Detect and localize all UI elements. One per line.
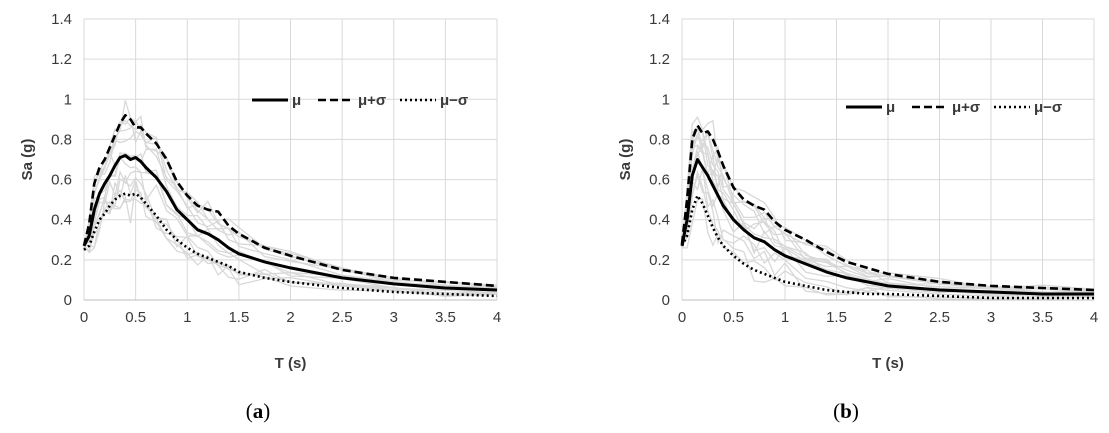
record-curve: [681, 115, 1095, 290]
x-tick-label: 3.5: [1032, 309, 1053, 326]
y-tick-label: 0: [64, 292, 72, 309]
x-tick-label: 3.5: [435, 309, 456, 326]
x-tick-label: 4: [1090, 309, 1098, 326]
y-tick-label: 1: [64, 91, 72, 108]
y-axis-label: Sa (g): [19, 139, 36, 181]
panel-caption-close: ): [852, 399, 859, 423]
x-tick-label: 1: [183, 309, 191, 326]
series-line: [82, 114, 498, 288]
y-tick-label: 0.4: [51, 212, 72, 229]
legend-label: μ−σ: [1034, 99, 1062, 116]
record-curve: [682, 198, 1095, 300]
record-curve: [681, 145, 1095, 296]
y-tick-label: 0.2: [51, 252, 72, 269]
record-curve: [83, 151, 498, 290]
legend-label: μ+σ: [358, 92, 386, 109]
x-tick-label: 2.5: [332, 309, 353, 326]
x-tick-label: 1: [781, 309, 789, 326]
x-tick-label: 2.5: [929, 309, 950, 326]
series-line: [83, 192, 498, 298]
series-line: [82, 154, 498, 292]
y-tick-label: 1.2: [649, 51, 670, 68]
chart-panel-a: 0 0.5 1 1.5 2 2.5 3 3.5 4 0 0.2 0.4 0.6 0.8 1 1.2 1.4 μ μ+…: [19, 11, 501, 423]
panel-caption-letter: a: [253, 399, 264, 423]
record-curve: [681, 173, 1095, 300]
x-tick-label: 3: [987, 309, 995, 326]
x-tick-label: 0: [80, 309, 88, 326]
y-tick-label: 0.8: [649, 131, 670, 148]
legend-label: μ−σ: [440, 92, 468, 109]
record-curve: [681, 169, 1095, 300]
y-tick-label: 0: [662, 292, 670, 309]
legend-label: μ: [886, 99, 895, 116]
chart-panel-b: 0 0.5 1 1.5 2 2.5 3 3.5 4 0 0.2 0.4 0.6 0.8 1 1.2 1.4 μ μ+…: [617, 11, 1098, 423]
legend-label: μ+σ: [952, 99, 980, 116]
record-curve: [83, 197, 498, 294]
y-tick-label: 1.2: [51, 51, 72, 68]
x-tick-label: 2: [286, 309, 294, 326]
x-axis-label: T (s): [275, 355, 307, 372]
series-line: [680, 194, 1094, 300]
legend-label: μ: [292, 92, 301, 109]
panel-caption-close: ): [263, 399, 270, 423]
series-line: [680, 158, 1094, 296]
y-tick-label: 0.6: [51, 172, 72, 189]
record-curve: [681, 144, 1095, 295]
x-tick-label: 0: [678, 309, 686, 326]
panel-caption-letter: b: [840, 399, 852, 423]
y-tick-label: 1: [662, 91, 670, 108]
y-tick-label: 0.4: [649, 212, 670, 229]
panel-caption-open: (: [833, 399, 840, 423]
y-tick-label: 0.2: [649, 252, 670, 269]
x-axis-label: T (s): [872, 355, 904, 372]
x-tick-label: 1.5: [826, 309, 847, 326]
y-axis-label: Sa (g): [617, 139, 634, 181]
y-tick-label: 0.6: [649, 172, 670, 189]
panel-caption-open: (: [246, 399, 253, 423]
y-tick-label: 1.4: [51, 11, 72, 28]
panel-caption: (b): [833, 399, 859, 423]
x-tick-label: 0.5: [723, 309, 744, 326]
x-tick-label: 3: [390, 309, 398, 326]
panel-caption: (a): [246, 399, 271, 423]
record-curve: [83, 115, 498, 289]
series-line: [680, 124, 1095, 292]
y-tick-label: 1.4: [649, 11, 670, 28]
x-tick-label: 2: [884, 309, 892, 326]
x-tick-label: 0.5: [125, 309, 146, 326]
record-curve: [83, 170, 498, 292]
x-tick-label: 1.5: [228, 309, 249, 326]
x-tick-label: 4: [493, 309, 501, 326]
y-tick-label: 0.8: [51, 131, 72, 148]
